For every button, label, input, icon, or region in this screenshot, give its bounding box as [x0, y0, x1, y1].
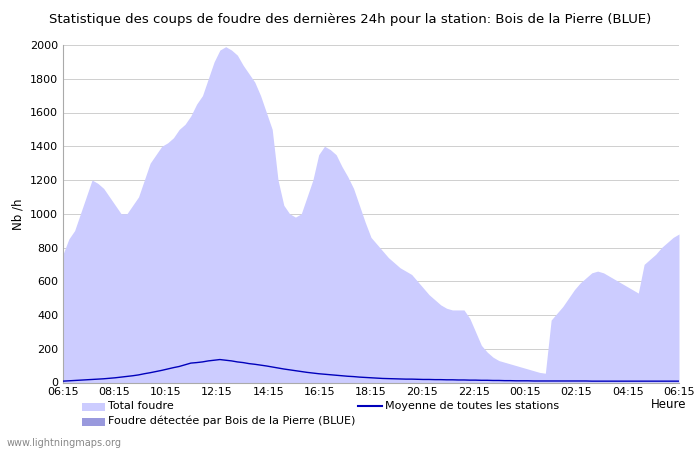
- Text: www.lightningmaps.org: www.lightningmaps.org: [7, 438, 122, 448]
- Y-axis label: Nb /h: Nb /h: [11, 198, 25, 230]
- Text: Statistique des coups de foudre des dernières 24h pour la station: Bois de la Pi: Statistique des coups de foudre des dern…: [49, 14, 651, 27]
- Text: Heure: Heure: [650, 398, 686, 411]
- Text: Total foudre: Total foudre: [108, 401, 174, 411]
- Text: Foudre détectée par Bois de la Pierre (BLUE): Foudre détectée par Bois de la Pierre (B…: [108, 415, 356, 426]
- Text: Moyenne de toutes les stations: Moyenne de toutes les stations: [385, 401, 559, 411]
